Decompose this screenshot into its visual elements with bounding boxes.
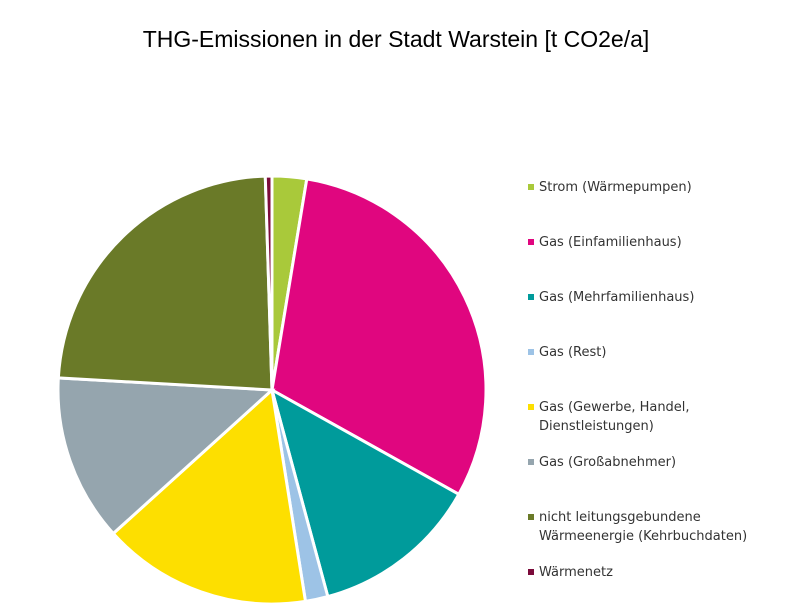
legend-label: Gas (Rest) — [539, 345, 607, 360]
pie-slice — [111, 387, 308, 606]
legend-label: Gas (Einfamilienhaus) — [539, 235, 682, 250]
pie-slice — [269, 386, 461, 599]
legend-label: Gas (Gewerbe, Handel, Dienstleistungen) — [539, 400, 690, 434]
legend-item: Gas (Gewerbe, Handel, Dienstleistungen) — [528, 398, 764, 436]
pie-slice — [56, 174, 274, 392]
legend-item: Gas (Mehrfamilienhaus) — [528, 288, 764, 307]
legend-swatch — [528, 514, 534, 520]
legend-item: Wärmenetz — [528, 563, 764, 582]
legend-label: nicht leitungsgebundene Wärmeenergie (Ke… — [539, 510, 748, 544]
legend-item: Gas (Einfamilienhaus) — [528, 233, 764, 252]
chart-title: THG-Emissionen in der Stadt Warstein [t … — [142, 26, 650, 52]
legend-item: Gas (Großabnehmer) — [528, 453, 764, 472]
legend-label: Gas (Großabnehmer) — [539, 455, 677, 470]
legend-label: Wärmenetz — [539, 565, 613, 580]
pie-slice — [263, 174, 274, 391]
legend-swatch — [528, 239, 534, 245]
legend-item: nicht leitungsgebundene Wärmeenergie (Ke… — [528, 508, 764, 546]
legend-item: Strom (Wärmepumpen) — [528, 178, 764, 197]
legend-item: Gas (Rest) — [528, 343, 764, 362]
legend-label: Gas (Mehrfamilienhaus) — [539, 290, 695, 305]
legend-swatch — [528, 459, 534, 465]
legend-swatch — [528, 184, 534, 190]
pie-slice — [270, 177, 488, 497]
legend-label: Strom (Wärmepumpen) — [539, 180, 692, 195]
legend-swatch — [528, 569, 534, 575]
pie-slice — [56, 376, 276, 536]
legend-swatch — [528, 404, 534, 410]
legend-swatch — [528, 294, 534, 300]
legend-swatch — [528, 349, 534, 355]
